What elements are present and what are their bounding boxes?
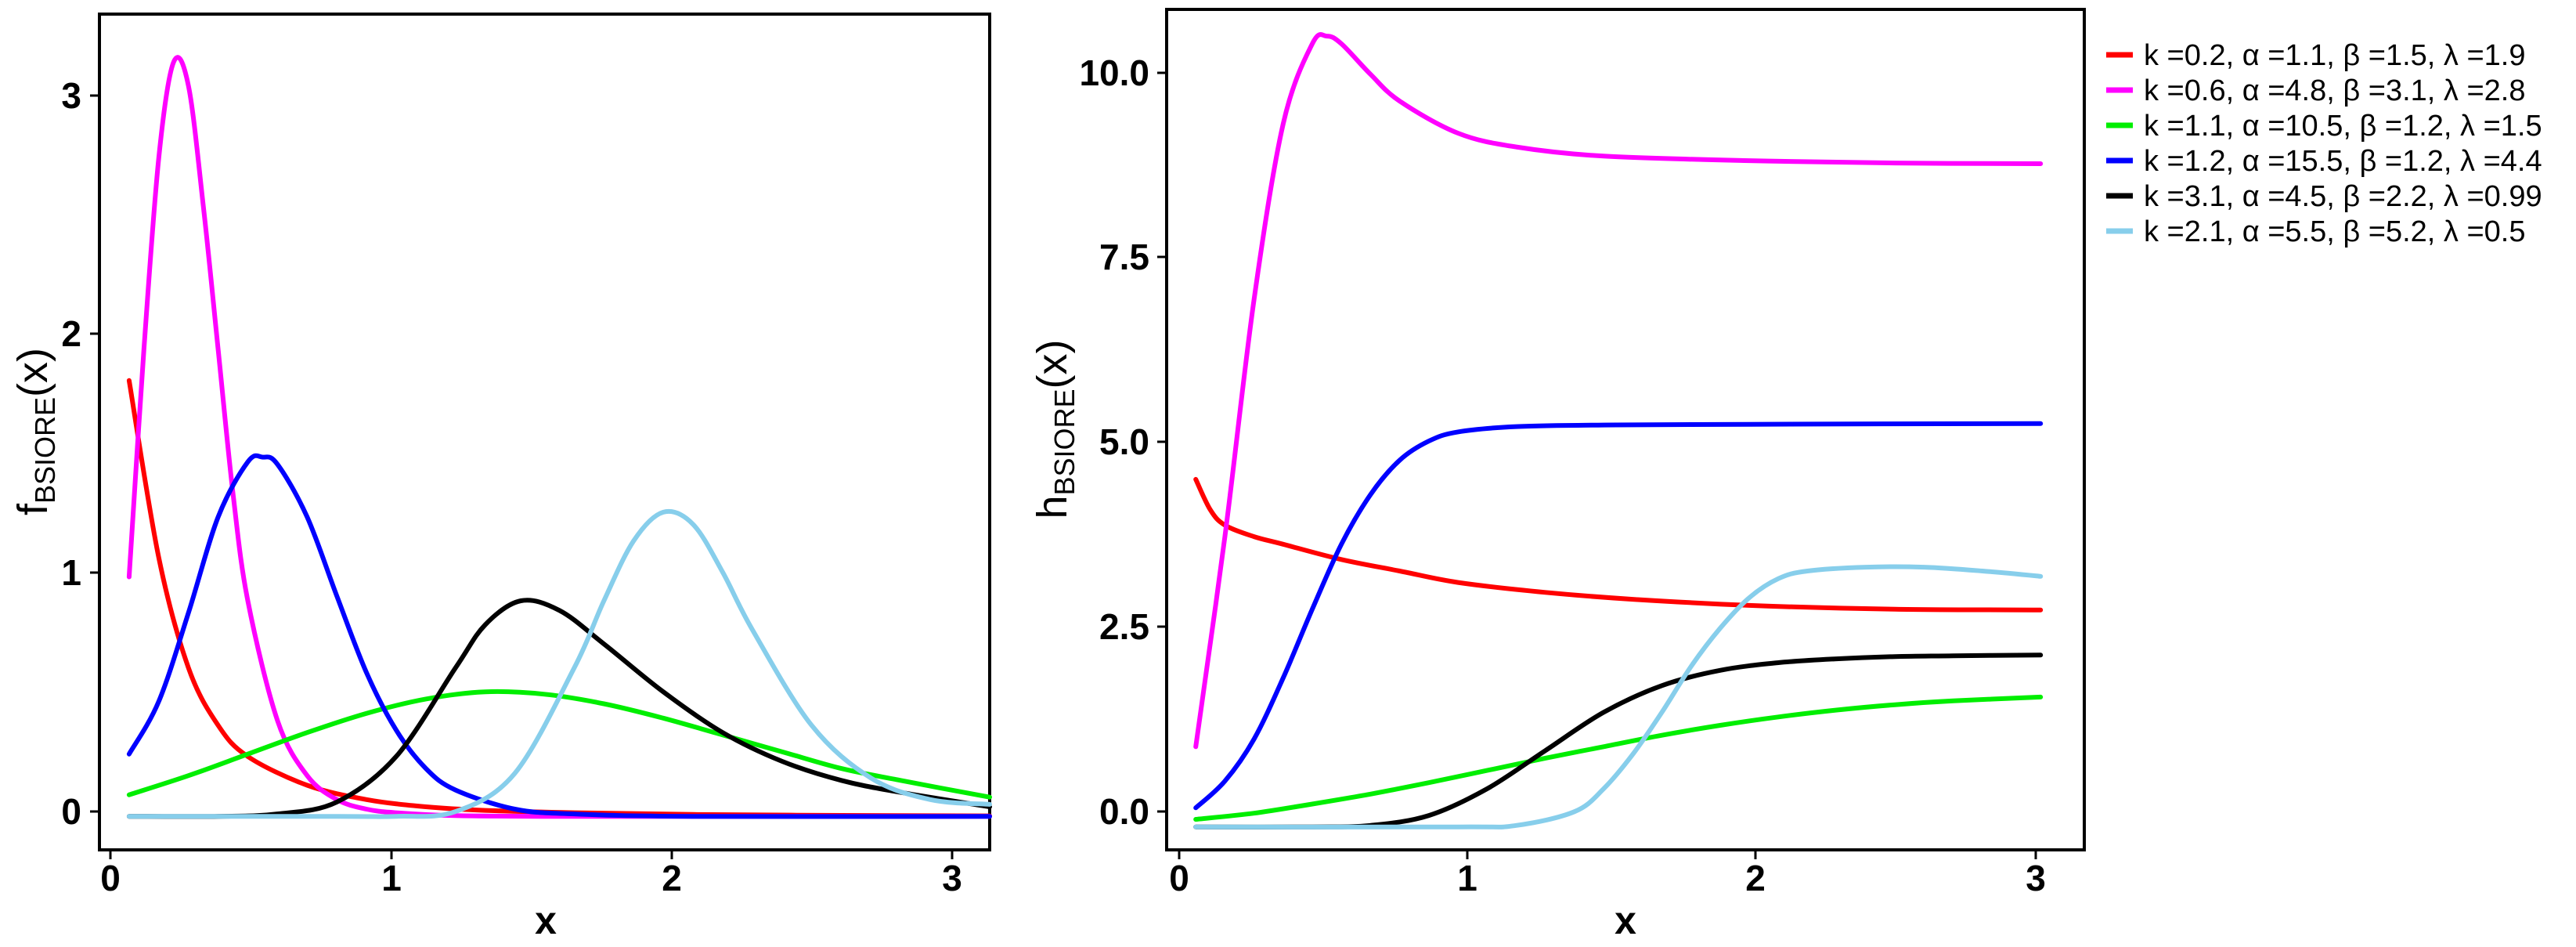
- x-ticks: 0 1 2 3: [100, 850, 962, 898]
- density-panel: 0 1 2 3 0 1 2 3 x fBSIORE(x): [9, 13, 992, 942]
- legend-item: k =3.1, α =4.5, β =2.2, λ =0.99: [2106, 180, 2542, 213]
- density-series-line-3: [126, 689, 992, 800]
- hazard-series-line-4: [1193, 421, 2044, 811]
- legend-item: k =0.2, α =1.1, β =1.5, λ =1.9: [2106, 39, 2525, 72]
- legend-item: k =2.1, α =5.5, β =5.2, λ =0.5: [2106, 215, 2525, 248]
- x-tick-label: 0: [100, 858, 121, 898]
- y-tick-label: 7.5: [1099, 237, 1149, 277]
- density-series-line-5: [126, 598, 992, 819]
- x-axis-title: x: [1615, 898, 1636, 942]
- x-tick-label: 2: [1745, 858, 1766, 898]
- y-tick-label: 1: [61, 552, 81, 593]
- legend-item: k =0.6, α =4.8, β =3.1, λ =2.8: [2106, 74, 2525, 107]
- x-tick-label: 1: [1457, 858, 1477, 898]
- plot-frame: [98, 13, 991, 851]
- x-tick-label: 3: [942, 858, 962, 898]
- legend-label: k =0.2, α =1.1, β =1.5, λ =1.9: [2144, 39, 2525, 72]
- legend-label: k =1.2, α =15.5, β =1.2, λ =4.4: [2144, 145, 2542, 178]
- y-tick-label: 10.0: [1079, 52, 1149, 93]
- legend-label: k =3.1, α =4.5, β =2.2, λ =0.99: [2144, 180, 2542, 213]
- hazard-series-layer: [1193, 32, 2044, 830]
- hazard-panel: 0 1 2 3 0.0 2.5 5.0 7.5 10.0 x hBSIORE(x…: [1029, 8, 2086, 942]
- x-tick-label: 1: [381, 858, 402, 898]
- y-axis-title: fBSIORE(x): [9, 348, 61, 515]
- x-tick-label: 0: [1169, 858, 1189, 898]
- legend-item: k =1.2, α =15.5, β =1.2, λ =4.4: [2106, 145, 2542, 178]
- x-ticks: 0 1 2 3: [1169, 850, 2046, 898]
- y-tick-label: 0.0: [1099, 791, 1149, 832]
- x-tick-label: 2: [662, 858, 682, 898]
- x-axis-title: x: [535, 898, 557, 942]
- density-series-layer: [126, 55, 992, 819]
- y-tick-label: 0: [61, 791, 81, 832]
- legend-label: k =0.6, α =4.8, β =3.1, λ =2.8: [2144, 74, 2525, 107]
- hazard-series-line-3: [1193, 694, 2044, 822]
- plot-frame: [1165, 8, 2086, 851]
- legend-label: k =2.1, α =5.5, β =5.2, λ =0.5: [2144, 215, 2525, 248]
- y-ticks: 0.0 2.5 5.0 7.5 10.0: [1079, 52, 1167, 832]
- density-series-line-4: [126, 453, 992, 819]
- legend: k =0.2, α =1.1, β =1.5, λ =1.9k =0.6, α …: [2106, 39, 2542, 248]
- y-tick-label: 5.0: [1099, 421, 1149, 462]
- y-ticks: 0 1 2 3: [61, 75, 99, 832]
- y-tick-label: 2.5: [1099, 606, 1149, 647]
- legend-label: k =1.1, α =10.5, β =1.2, λ =1.5: [2144, 110, 2542, 143]
- hazard-series-line-1: [1193, 476, 2044, 613]
- hazard-series-line-6: [1193, 564, 2044, 830]
- y-tick-label: 3: [61, 75, 81, 116]
- legend-item: k =1.1, α =10.5, β =1.2, λ =1.5: [2106, 110, 2542, 143]
- x-tick-label: 3: [2026, 858, 2046, 898]
- density-series-line-6: [126, 509, 992, 819]
- y-tick-label: 2: [61, 313, 81, 354]
- density-series-line-2: [126, 55, 992, 819]
- hazard-series-line-2: [1193, 32, 2044, 750]
- y-axis-title: hBSIORE(x): [1029, 339, 1081, 519]
